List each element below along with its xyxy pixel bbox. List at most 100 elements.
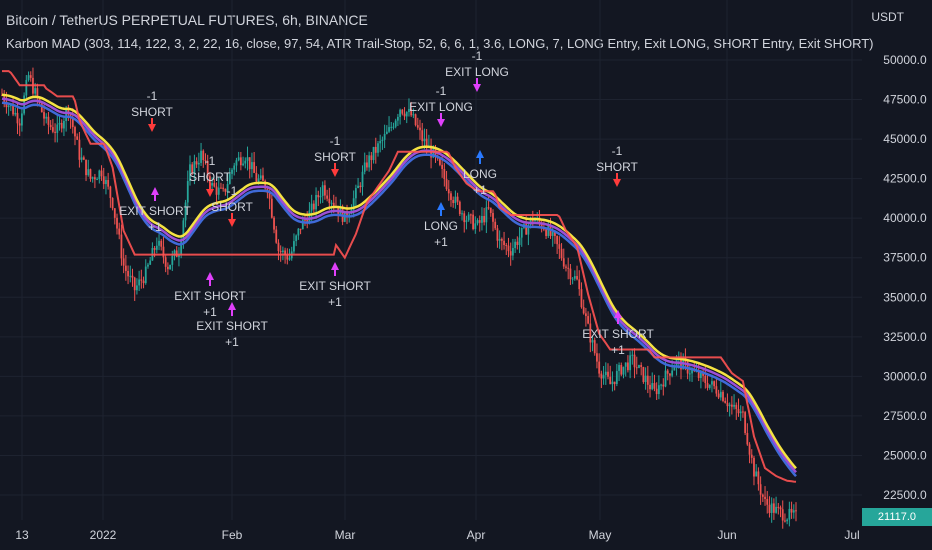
candle-body <box>111 198 114 209</box>
y-tick-label: 27500.0 <box>883 409 927 423</box>
candle-body <box>182 220 185 241</box>
candle-body <box>657 385 660 395</box>
candle-body <box>573 276 576 279</box>
candle-body <box>691 369 693 374</box>
candle-body <box>711 381 713 385</box>
candle-body <box>708 384 711 388</box>
signal-arrow-icon <box>228 302 236 310</box>
candle-body <box>301 219 304 230</box>
y-tick-label: 30000.0 <box>883 369 927 383</box>
signal-arrow-icon <box>206 272 214 280</box>
candle-body <box>173 250 176 256</box>
candle-body <box>609 376 612 385</box>
candle-body <box>51 127 54 132</box>
signal-arrow-icon <box>228 219 236 227</box>
candle-body <box>631 354 634 356</box>
candle-body <box>788 508 791 520</box>
ma-purple-line <box>1 97 797 474</box>
candle-body <box>200 150 202 163</box>
candle-body <box>562 258 565 267</box>
candle-body <box>379 140 382 144</box>
candle-body <box>443 168 446 180</box>
candle-body <box>63 121 65 129</box>
candle-body <box>388 127 390 132</box>
candle-body <box>419 127 421 131</box>
candle-body <box>728 404 731 407</box>
candle-body <box>166 266 169 270</box>
candle-body <box>169 264 171 270</box>
candle-body <box>560 248 563 259</box>
candle-body <box>589 323 592 343</box>
candle-body <box>772 503 775 513</box>
signal-label: EXIT SHORT <box>299 279 371 293</box>
candle-body <box>286 255 289 260</box>
indicator-label[interactable]: Karbon MAD (303, 114, 122, 3, 2, 22, 16,… <box>6 36 874 51</box>
candle-body <box>547 225 550 236</box>
candle-body <box>525 224 528 235</box>
candle-body <box>217 187 220 195</box>
candle-body <box>660 384 662 386</box>
signal-label: SHORT <box>314 150 356 164</box>
candle-body <box>279 251 282 253</box>
candle-body <box>412 114 415 116</box>
signal-label: +1 <box>473 183 487 197</box>
candle-body <box>96 179 99 181</box>
candle-body <box>724 400 727 403</box>
x-tick-label: Apr <box>467 528 486 542</box>
candle-body <box>759 484 762 495</box>
candle-body <box>370 155 373 161</box>
candle-body <box>516 241 519 245</box>
candle-body <box>284 250 286 256</box>
signal-arrow-icon <box>614 310 622 318</box>
candle-body <box>235 160 238 166</box>
x-tick-label: Feb <box>222 528 243 542</box>
candle-body <box>622 366 625 375</box>
candle-body <box>363 162 366 172</box>
y-tick-label: 35000.0 <box>883 290 927 304</box>
candle-body <box>439 158 441 165</box>
candle-body <box>12 105 14 115</box>
candle-body <box>105 179 107 185</box>
candle-body <box>416 125 419 128</box>
axes: 50000.0 47500.0 45000.0 42500.0 40000.0 37500… <box>15 53 927 542</box>
candle-body <box>332 202 335 207</box>
candle-body <box>91 177 94 179</box>
candle-body <box>89 169 92 179</box>
y-tick-label: 22500.0 <box>883 488 927 502</box>
candle-body <box>635 367 638 369</box>
candle-body <box>779 507 782 510</box>
candle-body <box>142 280 145 284</box>
trail-stop-line <box>2 70 797 483</box>
candle-body <box>206 160 209 177</box>
candle-body <box>600 373 603 379</box>
candle-body <box>14 112 17 115</box>
candle-body <box>518 237 521 245</box>
candle-body <box>381 139 384 141</box>
candle-body <box>65 108 68 122</box>
candle-body <box>633 354 636 368</box>
candle-body <box>131 275 134 278</box>
candle-body <box>642 366 645 382</box>
candle-body <box>472 214 474 230</box>
candle-body <box>390 126 393 128</box>
candle-body <box>392 126 395 128</box>
candle-body <box>766 498 769 505</box>
last-price-tag: 21117.0 <box>862 508 932 526</box>
candle-body <box>742 411 744 413</box>
signal-label: EXIT LONG <box>445 65 509 79</box>
y-tick-label: 50000.0 <box>883 53 927 67</box>
candle-body <box>9 105 12 107</box>
candle-body <box>458 201 461 215</box>
x-tick-label: Jul <box>844 528 859 542</box>
candle-body <box>452 199 455 204</box>
x-tick-label: May <box>589 528 612 542</box>
candle-body <box>136 285 138 291</box>
candle-body <box>527 224 530 235</box>
candle-body <box>359 185 362 188</box>
candle-body <box>178 255 180 257</box>
candle-body <box>476 220 479 224</box>
candle-body <box>224 188 227 192</box>
candle-body <box>253 162 256 173</box>
x-tick-label: Jun <box>717 528 736 542</box>
